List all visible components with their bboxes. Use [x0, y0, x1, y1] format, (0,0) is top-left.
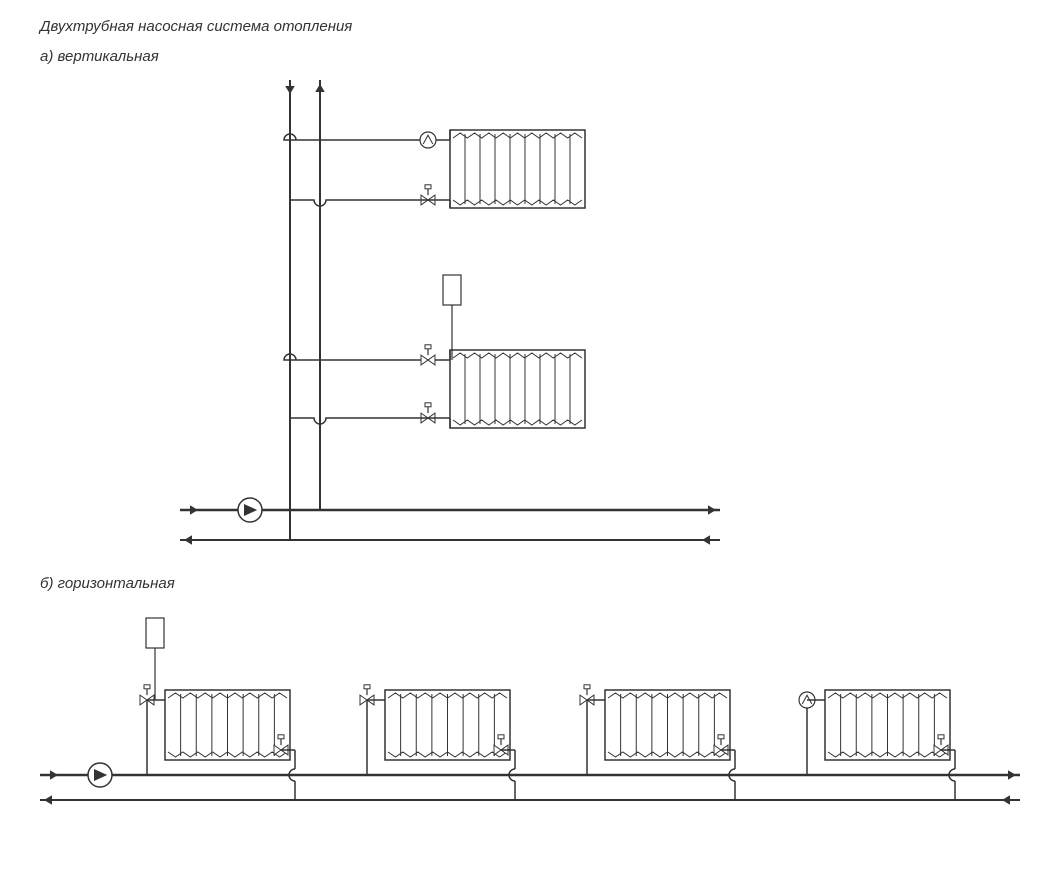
page: Двухтрубная насосная система отопления а… [0, 0, 1063, 875]
diagram-title: Двухтрубная насосная система отопления [40, 18, 352, 35]
subtitle-vertical: а) вертикальная [40, 48, 159, 65]
heating-schematic [0, 0, 1063, 875]
subtitle-horizontal: б) горизонтальная [40, 575, 175, 592]
